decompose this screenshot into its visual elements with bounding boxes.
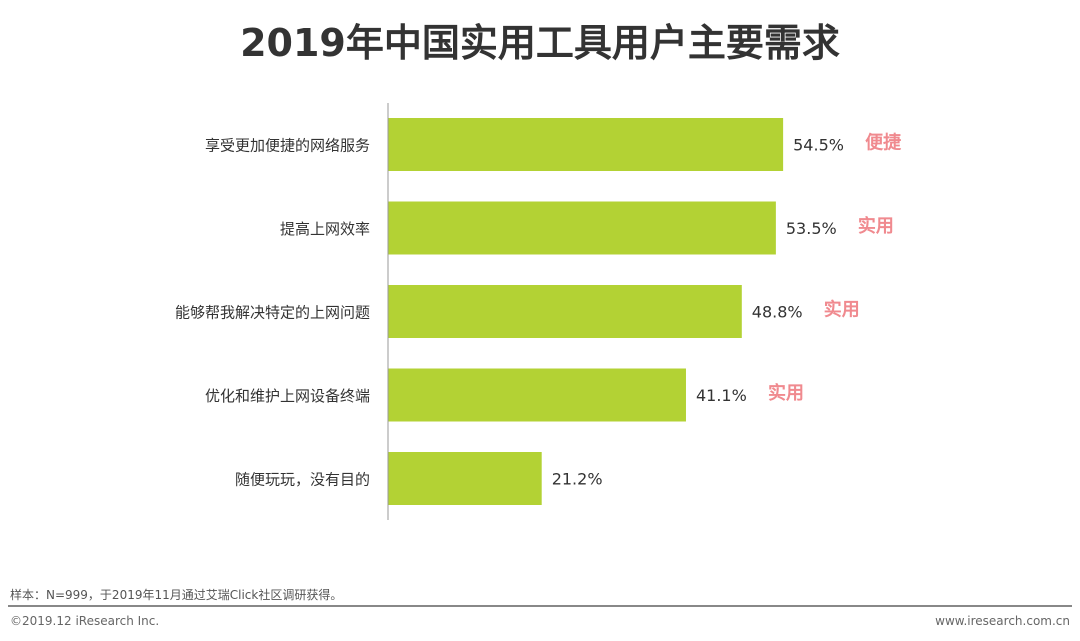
- copyright: ©2019.12 iResearch Inc.: [10, 614, 160, 628]
- value-label: 48.8%: [752, 303, 803, 322]
- sample-note: 样本：N=999，于2019年11月通过艾瑞Click社区调研获得。: [10, 588, 343, 602]
- category-label: 享受更加便捷的网络服务: [205, 137, 370, 155]
- bar: [388, 285, 742, 338]
- annotation-label: 实用: [768, 382, 804, 404]
- bar: [388, 118, 784, 171]
- value-label: 54.5%: [793, 136, 844, 155]
- annotation-label: 实用: [858, 215, 894, 237]
- value-label: 21.2%: [552, 470, 603, 489]
- website-link: www.iresearch.com.cn: [935, 614, 1070, 628]
- bar: [388, 452, 542, 505]
- value-label: 41.1%: [696, 386, 747, 405]
- category-label: 优化和维护上网设备终端: [205, 387, 370, 405]
- chart-title: 2019年中国实用工具用户主要需求: [240, 21, 840, 65]
- bar: [388, 368, 686, 422]
- annotation-label: 实用: [824, 299, 860, 321]
- footer-divider: [8, 605, 1072, 607]
- category-label: 随便玩玩，没有目的: [235, 471, 370, 489]
- value-label: 53.5%: [786, 219, 837, 238]
- category-label: 提高上网效率: [280, 220, 370, 238]
- bar: [388, 201, 776, 255]
- annotation-label: 便捷: [865, 132, 902, 154]
- category-label: 能够帮我解决特定的上网问题: [175, 304, 370, 322]
